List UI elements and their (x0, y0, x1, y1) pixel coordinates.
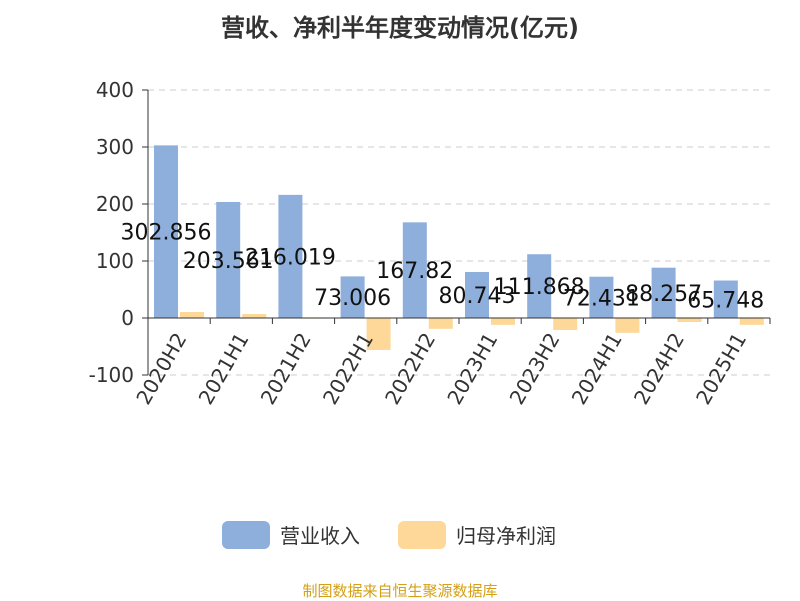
legend-net-profit[interactable]: 归母净利润 (398, 520, 556, 549)
data-label: 65.748 (687, 288, 764, 313)
data-label: 72.431 (563, 286, 640, 311)
legend-swatch-revenue (222, 520, 270, 549)
y-tick-label: 300 (96, 135, 134, 159)
revenue-bar (527, 254, 552, 318)
revenue-bar (465, 271, 489, 318)
y-tick-label: 0 (121, 306, 134, 330)
net-profit-bar (491, 318, 515, 325)
data-label: 302.856 (121, 221, 212, 246)
chart-title: 营收、净利半年度变动情况(亿元) (221, 14, 579, 42)
legend-revenue[interactable]: 营业收入 (222, 520, 360, 549)
data-label: 88.257 (625, 282, 702, 307)
data-label: 216.019 (245, 245, 336, 270)
x-tick-label: 2022H1 (318, 329, 378, 409)
revenue-bar (651, 267, 676, 318)
revenue-bar (402, 222, 427, 318)
revenue-bar (154, 145, 178, 318)
x-tick-label: 2020H2 (131, 329, 191, 409)
net-profit-bar (428, 318, 453, 329)
x-tick-label: 2024H1 (567, 329, 627, 409)
net-profit-bar (180, 312, 204, 318)
revenue-bar (216, 201, 241, 318)
net-profit-bar (366, 318, 391, 350)
net-profit-bar (615, 318, 640, 333)
data-label: 203.561 (183, 249, 274, 274)
net-profit-bar (677, 318, 702, 322)
revenue-bar (278, 194, 303, 318)
x-tick-label: 2023H1 (442, 328, 502, 408)
data-source: 制图数据来自恒生聚源数据库 (302, 582, 498, 600)
data-label: 111.868 (494, 275, 585, 300)
y-tick-label: 400 (96, 78, 134, 102)
net-profit-bar (553, 318, 578, 330)
legend-swatch-net-profit (398, 520, 446, 549)
revenue-bar (340, 276, 365, 318)
revenue-bar (713, 280, 738, 318)
y-tick-label: 200 (96, 192, 134, 216)
x-tick-label: 2021H1 (194, 329, 254, 409)
legend-label: 营业收入 (280, 524, 360, 548)
net-profit-bar (739, 318, 764, 325)
data-label: 80.743 (439, 284, 516, 309)
data-label: 167.82 (376, 259, 453, 284)
x-tick-label: 2023H2 (505, 329, 565, 409)
data-label: 73.006 (314, 286, 391, 311)
x-tick-label: 2024H2 (629, 329, 689, 409)
revenue-bar (589, 276, 614, 318)
net-profit-bar (242, 314, 267, 318)
x-tick-label: 2021H2 (256, 329, 316, 409)
y-tick-label: 100 (96, 249, 134, 273)
legend-label: 归母净利润 (456, 524, 556, 548)
y-tick-label: -100 (89, 363, 134, 387)
x-tick-label: 2025H1 (691, 329, 751, 409)
